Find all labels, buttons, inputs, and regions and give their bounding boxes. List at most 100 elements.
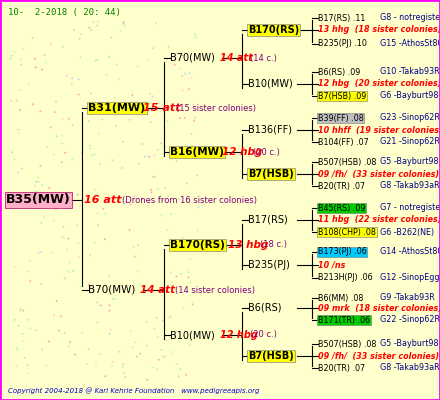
Point — [70, 27, 77, 33]
Point — [69, 75, 76, 81]
Text: 14 att: 14 att — [140, 285, 175, 295]
Point — [41, 52, 48, 58]
Point — [69, 156, 76, 163]
Point — [51, 109, 58, 116]
Point — [172, 149, 180, 155]
Point — [142, 153, 149, 160]
Point — [183, 180, 191, 187]
Point — [27, 325, 34, 332]
Point — [88, 152, 95, 159]
Point — [45, 338, 52, 345]
Point — [121, 370, 128, 376]
Text: B35(MW): B35(MW) — [6, 194, 71, 206]
Point — [194, 172, 201, 178]
Point — [32, 327, 39, 334]
Point — [13, 345, 20, 351]
Point — [113, 61, 120, 68]
Point — [129, 92, 136, 98]
Point — [39, 182, 46, 188]
Point — [183, 199, 191, 205]
Point — [110, 296, 117, 302]
Point — [35, 250, 42, 256]
Point — [75, 76, 82, 82]
Point — [55, 327, 62, 334]
Point — [59, 44, 66, 50]
Point — [130, 244, 137, 250]
Point — [69, 122, 76, 128]
Point — [162, 337, 169, 343]
Point — [111, 296, 118, 302]
Text: B20(TR) .07: B20(TR) .07 — [318, 364, 365, 372]
Point — [47, 41, 54, 48]
Point — [26, 258, 33, 264]
Point — [164, 99, 171, 106]
Text: G7 - notregiste: G7 - notregiste — [380, 204, 440, 212]
Point — [38, 281, 45, 287]
Point — [34, 188, 41, 195]
Point — [155, 356, 162, 363]
Point — [85, 281, 92, 288]
Text: 14 att: 14 att — [220, 53, 253, 63]
Text: 10 hhff  (19 sister colonies): 10 hhff (19 sister colonies) — [318, 126, 440, 134]
Point — [13, 363, 20, 369]
Point — [176, 66, 183, 72]
Point — [53, 133, 60, 140]
Point — [164, 227, 171, 233]
Point — [7, 56, 14, 62]
Point — [21, 354, 28, 361]
Point — [61, 330, 68, 336]
Point — [35, 179, 42, 185]
Point — [95, 130, 103, 137]
Text: 09 /fh/  (33 sister colonies): 09 /fh/ (33 sister colonies) — [318, 352, 439, 360]
Text: (14 sister colonies): (14 sister colonies) — [175, 286, 255, 294]
Text: 09 /fh/  (33 sister colonies): 09 /fh/ (33 sister colonies) — [318, 170, 439, 178]
Point — [20, 307, 27, 314]
Text: 10-  2-2018 ( 20: 44): 10- 2-2018 ( 20: 44) — [8, 8, 121, 17]
Point — [175, 373, 182, 380]
Point — [12, 264, 19, 270]
Point — [15, 322, 22, 329]
Point — [24, 268, 31, 275]
Point — [126, 116, 133, 123]
Point — [164, 118, 171, 124]
Point — [147, 90, 154, 97]
Point — [176, 115, 183, 121]
Point — [154, 334, 161, 340]
Point — [146, 154, 153, 160]
Point — [120, 20, 127, 27]
Text: B10(MW): B10(MW) — [248, 79, 293, 89]
Text: (Drones from 16 sister colonies): (Drones from 16 sister colonies) — [122, 196, 257, 204]
Point — [75, 254, 82, 260]
Text: B17(RS) .11: B17(RS) .11 — [318, 14, 365, 22]
Point — [58, 159, 65, 166]
Point — [94, 56, 101, 63]
Text: G6 -B262(NE): G6 -B262(NE) — [380, 228, 434, 236]
Text: G23 -Sinop62R: G23 -Sinop62R — [380, 114, 440, 122]
Text: B70(MW): B70(MW) — [88, 285, 136, 295]
Point — [74, 222, 81, 228]
Point — [176, 338, 183, 344]
Point — [129, 344, 136, 350]
Point — [37, 163, 44, 169]
Point — [189, 301, 196, 308]
Point — [31, 192, 38, 199]
Point — [63, 73, 70, 79]
Point — [147, 187, 154, 193]
Point — [120, 19, 127, 26]
Point — [165, 43, 172, 50]
Point — [95, 222, 102, 228]
Text: 12 hbg: 12 hbg — [222, 147, 262, 157]
Point — [18, 165, 26, 172]
Point — [143, 342, 150, 349]
Point — [43, 363, 50, 369]
Point — [52, 98, 59, 105]
Point — [122, 198, 129, 205]
Point — [97, 302, 104, 309]
Point — [38, 220, 45, 226]
Point — [166, 314, 173, 321]
Text: 12 hbg  (20 sister colonies): 12 hbg (20 sister colonies) — [318, 80, 440, 88]
Point — [185, 274, 192, 280]
Point — [94, 299, 101, 306]
Point — [15, 126, 22, 133]
Point — [102, 236, 109, 242]
